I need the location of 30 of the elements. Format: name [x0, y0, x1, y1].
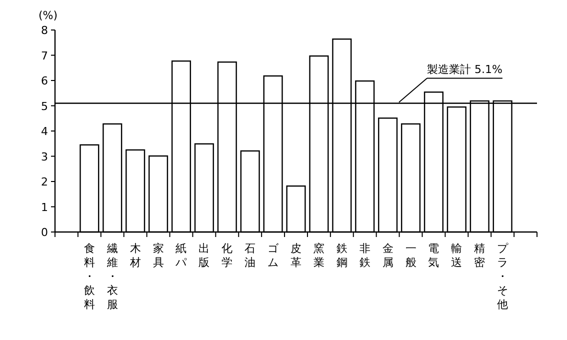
x-tick-label: 化学: [222, 242, 233, 269]
x-tick-label: 鉄鋼: [336, 242, 348, 269]
y-tick-label: 5: [41, 100, 48, 113]
y-tick-label: 0: [41, 226, 48, 239]
x-tick-label: 食料・飲料: [84, 242, 95, 311]
x-tick-label: 電気: [428, 242, 440, 269]
x-tick-label: 一般: [405, 242, 416, 269]
x-tick-label: 石油: [244, 242, 256, 269]
ref-line-label: 製造業計 5.1%: [427, 63, 502, 76]
x-tick-label: 窯業: [313, 242, 324, 269]
y-tick-label: 8: [41, 24, 48, 37]
x-tick-label: プラ・そ他: [497, 242, 510, 311]
x-tick-label: 家具: [152, 242, 164, 269]
y-tick-label: 7: [41, 49, 48, 62]
x-tick-label: 紙パ: [174, 242, 188, 269]
y-tick-label: 2: [41, 176, 48, 188]
x-tick-label: 木材: [128, 242, 141, 269]
x-tick-label: 輸送: [451, 242, 462, 269]
x-tick-label: 繊維・衣服: [106, 242, 118, 311]
y-tick-label: 3: [41, 150, 48, 164]
y-tick-label: 1: [41, 200, 48, 214]
x-tick-label: ゴム: [268, 242, 280, 269]
x-tick-label: 精密: [474, 242, 486, 269]
x-tick-label: 非鉄: [359, 242, 370, 269]
x-tick-label: 金属: [382, 242, 394, 269]
y-axis-title: (%): [38, 9, 58, 22]
y-tick-label: 6: [41, 74, 48, 88]
x-tick-label: 出版: [198, 242, 210, 269]
y-tick-label: 4: [41, 125, 48, 138]
x-tick-label: 皮革: [290, 242, 302, 269]
